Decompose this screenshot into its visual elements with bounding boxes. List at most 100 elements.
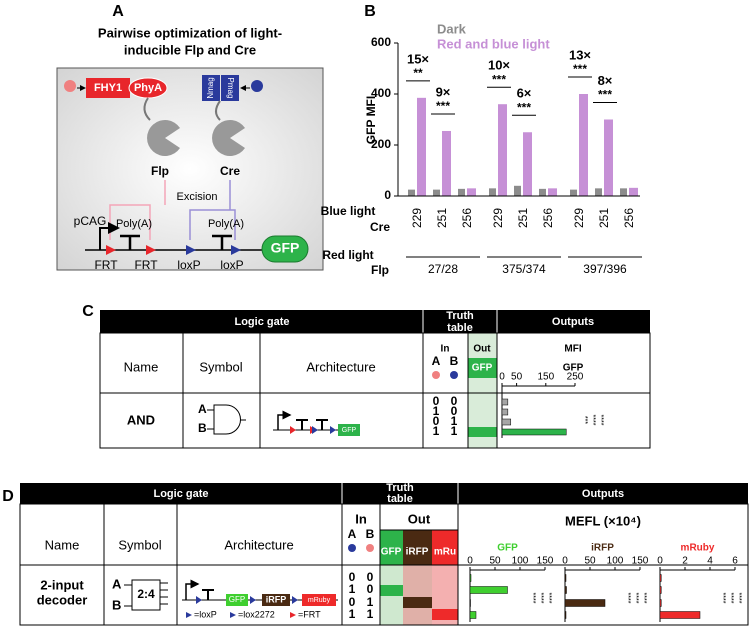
- flp-protein: [147, 120, 180, 157]
- bar: [539, 188, 546, 196]
- terminator: [202, 589, 214, 600]
- significance: ***: [598, 88, 612, 102]
- truth-value: 1: [451, 414, 458, 428]
- cre-label: Cre: [220, 164, 240, 178]
- mini-chart-title: GFP: [563, 363, 584, 374]
- legend-label: Red and blue light: [437, 36, 550, 51]
- truth-value: 0: [349, 595, 356, 609]
- bar: [469, 586, 508, 594]
- bar: [548, 188, 557, 196]
- part-label: GFP: [229, 595, 245, 604]
- fhy1-label: FHY1: [94, 82, 122, 94]
- mini-chart-title: GFP: [497, 543, 518, 554]
- red-bulb: [366, 544, 374, 552]
- bar: [564, 574, 567, 582]
- fold-label: 15×: [407, 51, 429, 66]
- part-label: iRFP: [266, 594, 287, 604]
- row-name: decoder: [37, 592, 88, 607]
- red-bulb: [432, 371, 440, 379]
- header-cell: Truth: [446, 310, 474, 322]
- truth-value: 1: [349, 607, 356, 621]
- significance: ****: [632, 593, 639, 604]
- site-label: FRT: [134, 258, 158, 272]
- y-axis-label: GFP MFI: [364, 96, 378, 144]
- promoter: [99, 222, 120, 250]
- bar: [501, 398, 509, 406]
- x-tick-label: 50: [489, 556, 501, 567]
- bar: [659, 586, 662, 594]
- header-cell: table: [387, 493, 413, 505]
- pmag-box: [221, 75, 239, 101]
- truth-value: 1: [367, 595, 374, 609]
- terminator: [212, 234, 232, 250]
- bar: [514, 185, 521, 196]
- pmag-label: Pmag: [226, 78, 235, 99]
- cre-protein: [212, 120, 245, 157]
- row-label: Red light: [322, 248, 373, 262]
- panel-label: C: [82, 303, 94, 320]
- significance: ***: [517, 100, 531, 114]
- table-header: [100, 310, 650, 333]
- x-tick-label: 0: [657, 556, 663, 567]
- x-tick-label: 4: [707, 556, 713, 567]
- x-tick-label: 229: [491, 208, 505, 228]
- significance: **: [413, 66, 423, 80]
- fold-label: 6×: [517, 86, 532, 101]
- symbol-input: A: [198, 402, 207, 416]
- row-name: 2-input: [40, 577, 84, 592]
- and-gate: [207, 404, 246, 435]
- significance: ****: [735, 593, 742, 604]
- group-label: 397/396: [583, 262, 627, 276]
- frt-site: [290, 426, 316, 434]
- part-label: mRuby: [308, 597, 331, 604]
- y-tick-label: 600: [371, 35, 391, 49]
- legend-label: =lox2272: [238, 609, 275, 619]
- decoder-label: 2:4: [137, 587, 155, 601]
- gfp-box: [226, 594, 248, 606]
- bar: [564, 586, 567, 594]
- significance: ****: [597, 415, 604, 426]
- out-header: [403, 530, 432, 565]
- fold-label: 10×: [488, 58, 510, 73]
- symbol-input: B: [198, 421, 207, 435]
- bar: [442, 130, 451, 196]
- x-tick-label: 256: [460, 208, 474, 228]
- out-header: [380, 530, 403, 565]
- decoder-wires: [124, 582, 168, 607]
- fold-label: 13×: [569, 47, 591, 62]
- x-tick-label: 251: [597, 208, 611, 228]
- bar: [620, 188, 627, 196]
- x-tick-label: 100: [607, 556, 624, 567]
- out-on: [432, 609, 458, 620]
- frt-site: [106, 245, 156, 255]
- out-on: [380, 585, 403, 596]
- x-tick-label: 256: [541, 208, 555, 228]
- significance: ****: [719, 593, 726, 604]
- site-label: FRT: [94, 258, 118, 272]
- panel-d: D Logic gate Truth table Outputs Name Sy…: [2, 482, 749, 626]
- out-label: iRFP: [406, 547, 429, 558]
- panel-title: Pairwise optimization of light-: [98, 25, 282, 40]
- significance: ***: [436, 99, 450, 113]
- x-tick-label: 251: [516, 208, 530, 228]
- truth-value: 1: [451, 424, 458, 438]
- legend-swatch: [186, 612, 192, 618]
- panel-label: B: [364, 3, 376, 20]
- out-label: GFP: [381, 547, 402, 558]
- site-label: loxP: [220, 258, 243, 272]
- out-on: [468, 427, 497, 437]
- out-header: [432, 530, 458, 565]
- group-label: 375/374: [502, 262, 546, 276]
- column-label: MFI: [564, 344, 581, 355]
- promoter-label: pCAG: [74, 214, 107, 228]
- table-grid: [20, 504, 748, 625]
- x-tick-label: 150: [632, 556, 649, 567]
- bar: [501, 428, 567, 436]
- significance: ****: [545, 593, 552, 604]
- bar: [469, 611, 477, 619]
- bar: [408, 189, 415, 196]
- truth-value: 0: [349, 570, 356, 584]
- header-cell: Outputs: [582, 488, 624, 500]
- fhy1-box: [86, 78, 130, 98]
